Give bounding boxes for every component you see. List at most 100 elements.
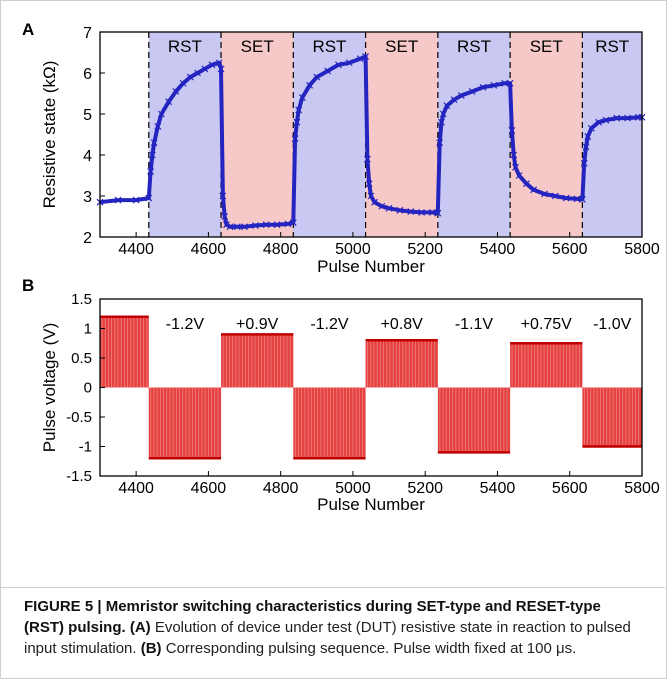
data-point bbox=[573, 195, 581, 203]
x-tick-label: 5400 bbox=[480, 241, 516, 258]
data-point bbox=[219, 192, 227, 200]
data-point bbox=[508, 126, 516, 134]
panel-a-label: A bbox=[22, 20, 35, 39]
data-point bbox=[356, 55, 364, 63]
data-point bbox=[506, 79, 514, 87]
region-band-rst bbox=[582, 32, 642, 237]
data-point bbox=[624, 114, 631, 122]
data-point bbox=[201, 65, 209, 73]
data-point bbox=[148, 151, 156, 159]
pulse-block bbox=[582, 387, 642, 447]
data-point bbox=[114, 196, 122, 204]
x-tick-label: 4600 bbox=[191, 480, 227, 497]
data-point bbox=[439, 110, 447, 118]
y-tick-label: 1.5 bbox=[71, 291, 92, 308]
data-point bbox=[418, 208, 426, 216]
y-axis-label: Resistive state (kΩ) bbox=[40, 61, 59, 209]
data-point bbox=[293, 118, 301, 126]
y-tick-label: 2 bbox=[83, 230, 92, 247]
data-point bbox=[179, 79, 187, 87]
x-tick-label: 5600 bbox=[552, 241, 588, 258]
data-point bbox=[584, 133, 592, 140]
data-point bbox=[298, 94, 306, 102]
data-point bbox=[284, 220, 292, 228]
x-tick-label: 5000 bbox=[335, 241, 371, 258]
y-tick-label: 1 bbox=[84, 321, 92, 338]
pulse-block bbox=[437, 387, 511, 453]
data-point bbox=[158, 110, 165, 118]
data-point bbox=[595, 118, 603, 126]
data-point bbox=[363, 155, 371, 163]
data-point bbox=[443, 102, 451, 110]
data-point bbox=[515, 172, 523, 179]
region-label: SET bbox=[530, 37, 563, 56]
data-point bbox=[522, 180, 530, 188]
y-tick-label: 0.5 bbox=[71, 350, 92, 367]
data-point bbox=[510, 151, 518, 159]
pulse-block bbox=[221, 334, 294, 388]
pulse-block bbox=[293, 387, 366, 459]
voltage-label: -1.2V bbox=[166, 316, 205, 333]
caption-part-b-text: Corresponding pulsing sequence. Pulse wi… bbox=[161, 640, 577, 657]
y-tick-label: 7 bbox=[83, 25, 92, 42]
data-point bbox=[289, 219, 297, 227]
data-point bbox=[479, 83, 487, 91]
x-tick-label: 5000 bbox=[335, 480, 371, 497]
region-band-rst bbox=[293, 32, 366, 237]
y-tick-label: 6 bbox=[83, 66, 92, 83]
x-tick-label: 5200 bbox=[407, 480, 443, 497]
data-point bbox=[226, 223, 234, 231]
x-tick-label: 4400 bbox=[118, 480, 154, 497]
data-point bbox=[165, 98, 173, 106]
data-point bbox=[582, 143, 590, 151]
region-label: RST bbox=[595, 37, 629, 56]
data-point bbox=[371, 198, 379, 206]
x-tick-label: 4600 bbox=[191, 241, 227, 258]
pulse-block bbox=[148, 387, 222, 459]
caption-part-b-tag: (B) bbox=[140, 640, 162, 657]
data-point bbox=[562, 194, 570, 202]
data-point bbox=[501, 79, 509, 87]
data-point bbox=[221, 213, 229, 220]
y-tick-label: 3 bbox=[83, 189, 92, 206]
voltage-label: -1.2V bbox=[310, 316, 349, 333]
data-point bbox=[490, 81, 498, 89]
data-point bbox=[434, 209, 442, 217]
data-point bbox=[150, 139, 158, 147]
figure-caption: FIGURE 5 | Memristor switching character… bbox=[24, 596, 644, 659]
data-point bbox=[335, 61, 342, 69]
data-point bbox=[429, 208, 436, 216]
x-tick-label: 5200 bbox=[407, 241, 443, 258]
pulse-block bbox=[510, 343, 583, 388]
data-point bbox=[530, 186, 538, 194]
data-point bbox=[217, 65, 225, 73]
data-point bbox=[378, 202, 386, 210]
voltage-label: -1.1V bbox=[455, 316, 494, 333]
data-point bbox=[365, 180, 373, 188]
region-band-set bbox=[221, 32, 294, 237]
data-point bbox=[306, 81, 313, 89]
x-tick-label: 4400 bbox=[118, 241, 154, 258]
x-tick-label: 5800 bbox=[624, 241, 660, 258]
data-point bbox=[457, 92, 465, 99]
data-point bbox=[233, 223, 241, 231]
data-point bbox=[262, 221, 270, 229]
region-label: RST bbox=[312, 37, 346, 56]
data-point bbox=[186, 73, 194, 81]
voltage-label: +0.75V bbox=[521, 316, 572, 333]
data-point bbox=[273, 221, 281, 229]
caption-title: FIGURE 5 | Memristor switching character… bbox=[24, 598, 601, 636]
data-point bbox=[551, 192, 559, 200]
data-point bbox=[602, 116, 610, 124]
caption-part-a-tag: (A) bbox=[129, 619, 151, 636]
x-tick-label: 4800 bbox=[263, 241, 299, 258]
region-label: SET bbox=[385, 37, 418, 56]
data-point bbox=[132, 196, 140, 204]
y-tick-label: 5 bbox=[83, 107, 92, 124]
y-tick-label: -0.5 bbox=[66, 409, 92, 426]
data-point bbox=[613, 114, 621, 122]
data-point bbox=[468, 88, 476, 95]
data-point bbox=[580, 159, 588, 167]
panel-b-label: B bbox=[22, 276, 35, 295]
data-point bbox=[291, 135, 299, 143]
